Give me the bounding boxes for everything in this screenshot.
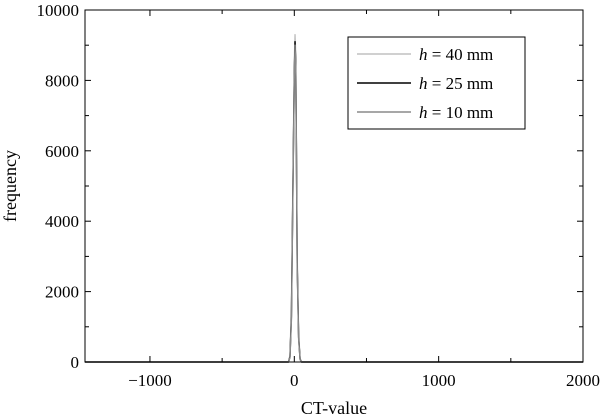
x-tick-label: −1000 [128, 371, 172, 390]
x-tick-label: 0 [290, 371, 299, 390]
series-line-2 [85, 44, 583, 363]
x-tick-label: 1000 [422, 371, 456, 390]
y-tick-label: 0 [71, 353, 80, 372]
y-tick-label: 10000 [37, 1, 80, 20]
legend-entry-label: h = 25 mm [419, 74, 493, 93]
legend-entry-label: h = 40 mm [419, 45, 493, 64]
x-tick-label: 2000 [566, 371, 600, 390]
x-axis-label: CT-value [301, 398, 367, 417]
legend-entry-label: h = 10 mm [419, 103, 493, 122]
y-tick-label: 4000 [45, 212, 79, 231]
y-tick-label: 2000 [45, 283, 79, 302]
y-tick-label: 6000 [45, 142, 79, 161]
y-axis-label: frequency [0, 150, 20, 222]
y-tick-label: 8000 [45, 71, 79, 90]
